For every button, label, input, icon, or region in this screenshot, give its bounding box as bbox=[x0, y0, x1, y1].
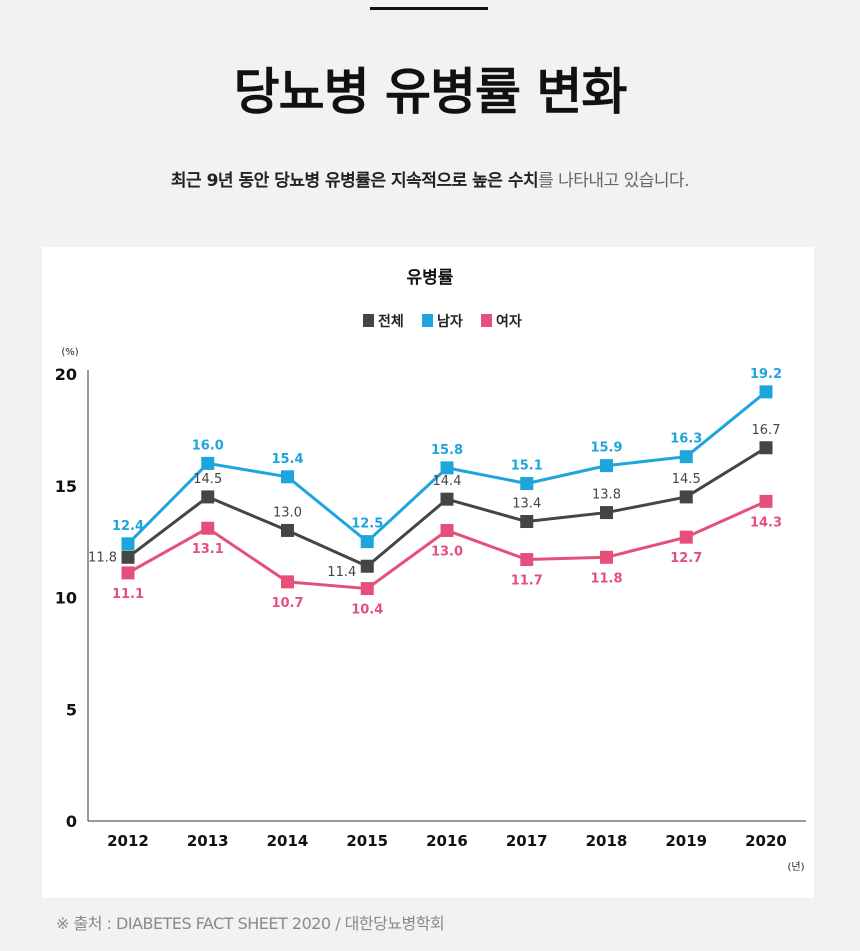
data-point bbox=[201, 490, 215, 504]
x-tick-label: 2020 bbox=[745, 832, 787, 850]
y-tick-label: 5 bbox=[66, 700, 77, 719]
data-label: 10.7 bbox=[271, 596, 303, 611]
x-tick-label: 2016 bbox=[426, 832, 468, 850]
data-label: 13.4 bbox=[512, 497, 541, 512]
data-point bbox=[759, 494, 773, 508]
data-label: 12.7 bbox=[670, 551, 702, 566]
data-point bbox=[360, 559, 374, 573]
data-label: 15.4 bbox=[271, 452, 303, 467]
data-label: 12.5 bbox=[351, 517, 383, 532]
data-point bbox=[121, 537, 135, 551]
data-label: 14.3 bbox=[750, 515, 782, 530]
data-point bbox=[440, 461, 454, 475]
subtitle-rest: 를 나타내고 있습니다. bbox=[538, 171, 690, 191]
data-label: 16.7 bbox=[752, 423, 781, 438]
data-point bbox=[679, 450, 693, 464]
data-point bbox=[281, 470, 294, 484]
data-point bbox=[759, 441, 773, 455]
chart-panel bbox=[42, 247, 814, 898]
data-point bbox=[759, 385, 773, 399]
x-tick-label: 2018 bbox=[586, 832, 628, 850]
data-point bbox=[440, 492, 454, 506]
data-point bbox=[520, 515, 534, 529]
data-label: 15.8 bbox=[431, 443, 463, 458]
x-tick-label: 2015 bbox=[346, 832, 388, 850]
x-tick-label: 2017 bbox=[506, 832, 548, 850]
data-label: 14.5 bbox=[193, 472, 222, 487]
data-label: 10.4 bbox=[351, 603, 383, 618]
data-point bbox=[201, 521, 215, 535]
data-point bbox=[520, 553, 534, 567]
data-label: 15.1 bbox=[511, 459, 543, 474]
x-tick-label: 2014 bbox=[267, 832, 309, 850]
data-label: 11.4 bbox=[327, 565, 356, 580]
chart-title: 유병률 bbox=[407, 268, 454, 288]
data-point bbox=[440, 523, 454, 537]
data-label: 11.8 bbox=[590, 571, 622, 586]
top-divider bbox=[370, 7, 488, 10]
data-label: 16.3 bbox=[670, 432, 702, 447]
data-point bbox=[281, 523, 294, 537]
data-label: 11.1 bbox=[112, 587, 144, 602]
data-point bbox=[679, 490, 693, 504]
data-label: 14.4 bbox=[433, 474, 462, 489]
data-point bbox=[360, 535, 374, 549]
legend-label: 여자 bbox=[496, 313, 522, 330]
data-label: 19.2 bbox=[750, 367, 782, 382]
legend-label: 남자 bbox=[437, 313, 463, 330]
legend-label: 전체 bbox=[378, 313, 404, 330]
legend-swatch bbox=[422, 314, 433, 327]
data-label: 13.1 bbox=[192, 542, 224, 557]
data-point bbox=[121, 566, 135, 580]
y-tick-label: 15 bbox=[55, 477, 77, 496]
data-point bbox=[600, 506, 613, 520]
data-point bbox=[520, 477, 534, 491]
legend-swatch bbox=[363, 314, 374, 327]
page-subtitle: 최근 9년 동안 당뇨병 유병률은 지속적으로 높은 수치를 나타내고 있습니다… bbox=[0, 166, 860, 191]
data-point bbox=[600, 550, 613, 564]
y-tick-label: 20 bbox=[55, 365, 77, 384]
data-point bbox=[201, 456, 215, 470]
subtitle-emphasis: 최근 9년 동안 당뇨병 유병률은 지속적으로 높은 수치 bbox=[170, 171, 539, 191]
x-axis-unit: (년) bbox=[787, 861, 804, 873]
x-tick-label: 2013 bbox=[187, 832, 229, 850]
data-label: 11.7 bbox=[511, 574, 543, 589]
data-point bbox=[600, 459, 613, 473]
data-label: 13.8 bbox=[592, 488, 621, 503]
data-label: 12.4 bbox=[112, 519, 144, 534]
y-axis-unit: (%) bbox=[61, 347, 78, 358]
data-label: 13.0 bbox=[273, 505, 302, 520]
data-label: 11.8 bbox=[88, 550, 117, 565]
data-label: 15.9 bbox=[590, 441, 622, 456]
data-label: 14.5 bbox=[672, 472, 701, 487]
source-footnote: ※ 출처 : DIABETES FACT SHEET 2020 / 대한당뇨병학… bbox=[56, 914, 445, 933]
y-tick-label: 10 bbox=[55, 589, 77, 608]
y-tick-label: 0 bbox=[66, 812, 77, 831]
data-label: 16.0 bbox=[192, 438, 224, 453]
data-point bbox=[360, 582, 374, 596]
page-title: 당뇨병 유병률 변화 bbox=[233, 63, 628, 121]
x-tick-label: 2012 bbox=[107, 832, 149, 850]
data-point bbox=[679, 530, 693, 544]
data-point bbox=[121, 550, 135, 564]
data-point bbox=[281, 575, 294, 589]
x-tick-label: 2019 bbox=[665, 832, 707, 850]
data-label: 13.0 bbox=[431, 544, 463, 559]
legend-swatch bbox=[481, 314, 492, 327]
